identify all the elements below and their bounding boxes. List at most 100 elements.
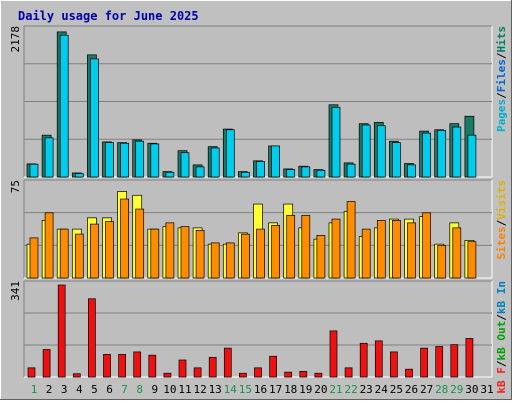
bar-kb [208,356,217,378]
x-tick-label: 26 [405,383,418,396]
bar-files [210,147,220,178]
bar-files [195,166,205,178]
x-tick-label: 12 [193,383,206,396]
bar-kb [88,298,96,378]
bar-files [361,124,371,178]
bars [26,31,477,178]
bar-files [331,107,341,178]
bar-kb [223,347,232,378]
x-tick-label: 27 [420,383,433,396]
legend-entry: Sites [495,226,508,259]
bar-sites [135,208,145,279]
x-tick-label: 5 [91,383,98,396]
x-tick-label: 29 [450,383,463,396]
bar-sites [29,237,39,279]
legend-entry: / [495,360,508,367]
bar-sites [241,233,250,279]
x-tick-label: 6 [106,383,113,396]
bar-files [74,173,84,178]
bar-files [437,130,447,178]
bar-kb [239,372,247,378]
bar-files [135,140,145,178]
x-tick-label: 22 [344,383,357,396]
legend-entry: Files [495,59,508,92]
bar-sites [59,228,69,279]
bar-kb [284,371,293,378]
bar-sites [210,242,220,279]
y-max-label: 75 [9,180,22,193]
bar-sites [44,212,54,279]
bar-sites [74,233,84,279]
bar-kb [27,367,36,378]
bar-files [180,152,190,178]
bar-kb [344,367,353,378]
x-tick-label: 10 [163,383,176,396]
plot-area [24,281,492,377]
bar-kb [359,342,368,378]
bar-kb [374,340,383,378]
bar-sites [361,228,371,279]
x-tick-label: 4 [76,383,83,396]
bar-sites [331,218,341,279]
bar-kb [420,347,428,378]
bar-sites [301,214,311,279]
x-tick-label: 20 [314,383,327,396]
bar-sites [90,223,99,279]
bar-files [59,34,69,178]
x-tick-label: 8 [136,383,143,396]
chart-title: Daily usage for June 2025 [18,9,199,23]
bar-sites [105,221,114,279]
bar-sites [150,228,160,279]
bar-sites [407,222,416,279]
x-axis-labels: 1 2 3 4 5 6 7 8 9 10 11 12 13 14 15 16 17 18 19 20 21 22 23 24 2… [31,383,494,396]
bar-files [256,161,265,178]
x-tick-label: 25 [390,383,403,396]
bars [27,284,474,378]
bar-kb [299,370,308,378]
bar-files [105,142,114,178]
x-tick-label: 3 [61,383,68,396]
bar-sites [452,227,462,279]
bar-sites [392,219,401,279]
x-tick-label: 31 [480,383,493,396]
bar-files [467,134,477,178]
bar-files [316,169,326,178]
bar-kb [435,346,444,378]
legend-entry: / [495,92,508,99]
bar-kb [103,353,111,378]
x-tick-label: 19 [299,383,312,396]
legend-entry: / [495,219,508,226]
bar-kb [254,367,262,378]
bar-kb [72,373,81,378]
y-max-label: 2178 [9,26,22,53]
bar-files [271,145,280,178]
legend-entry: kB In [495,281,508,314]
bar-sites [422,212,431,279]
legend-entry: kB F [495,367,508,394]
x-tick-label: 2 [46,383,53,396]
bar-sites [467,241,477,279]
bar-sites [165,222,175,279]
x-tick-label: 18 [284,383,297,396]
bar-sites [120,198,129,279]
bar-kb [148,354,157,378]
legend: kB F/kB Out/kB In [495,281,508,394]
bar-kb [450,344,459,378]
x-tick-label: 21 [329,383,342,396]
bar-kb [133,351,142,378]
chart-panels: 2178Pages/Files/Hits75Sites/Visits341kB … [9,25,508,394]
bars [26,191,477,279]
bar-kb [178,359,187,378]
bar-kb [405,368,413,378]
bar-kb [390,351,398,378]
bar-files [392,142,401,178]
bar-kb [465,338,474,378]
bar-sites [256,228,265,279]
x-tick-label: 15 [239,383,252,396]
bar-files [241,171,250,178]
bar-files [90,58,99,178]
bar-files [301,166,311,178]
